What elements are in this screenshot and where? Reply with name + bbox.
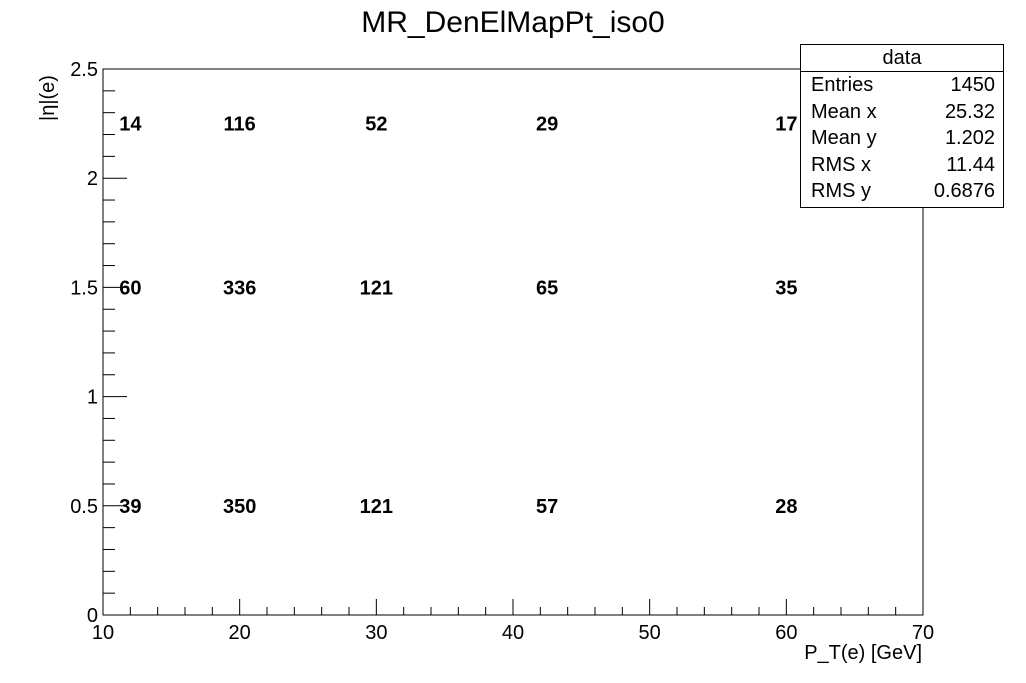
stats-row-mean-y: Mean y 1.202 xyxy=(801,125,1003,152)
y-axis-label: |η|(e) xyxy=(37,75,59,121)
cell-value-label: 14 xyxy=(119,114,142,136)
stats-value: 0.6876 xyxy=(933,180,995,202)
x-axis-label: P_T(e) [GeV] xyxy=(804,642,922,664)
cell-value-label: 60 xyxy=(119,277,141,299)
x-tick-label: 30 xyxy=(365,622,387,644)
y-tick-label: 0.5 xyxy=(70,496,98,518)
stats-label: RMS x xyxy=(811,153,871,176)
cell-value-label: 121 xyxy=(360,496,393,518)
y-axis: 0 0.5 1 1.5 2 2.5 xyxy=(70,59,127,627)
x-tick-label: 20 xyxy=(229,622,251,644)
stats-label: RMS y xyxy=(811,180,871,202)
x-tick-label: 60 xyxy=(775,622,797,644)
stats-value: 11.44 xyxy=(946,153,995,176)
cell-value-label: 116 xyxy=(224,114,256,136)
cell-value-label: 57 xyxy=(536,496,558,518)
cell-value-label: 336 xyxy=(223,277,256,299)
cell-labels: 39 350 121 57 28 60 336 121 65 35 14 116 52 29 17 xyxy=(119,114,797,518)
cell-value-label: 29 xyxy=(536,114,558,136)
chart-title: MR_DenElMapPt_iso0 xyxy=(361,6,665,39)
stats-row-rms-x: RMS x 11.44 xyxy=(801,152,1003,179)
stats-row-rms-y: RMS y 0.6876 xyxy=(801,178,1003,205)
y-tick-label: 1 xyxy=(87,387,98,409)
cell-value-label: 28 xyxy=(775,496,797,518)
x-tick-label: 10 xyxy=(92,622,114,644)
cell-value-label: 65 xyxy=(536,277,558,299)
cell-value-label: 121 xyxy=(360,277,393,299)
cell-value-label: 350 xyxy=(223,496,256,518)
x-tick-label: 40 xyxy=(502,622,524,644)
stats-row-mean-x: Mean x 25.32 xyxy=(801,99,1003,126)
stats-row-entries: Entries 1450 xyxy=(801,72,1003,99)
y-tick-label: 2.5 xyxy=(70,59,98,81)
y-tick-label: 2 xyxy=(87,168,98,190)
y-tick-label: 1.5 xyxy=(70,277,98,299)
x-axis: 10 20 30 40 50 60 70 xyxy=(92,599,934,644)
x-tick-label: 70 xyxy=(912,622,934,644)
stats-box-title: data xyxy=(801,45,1003,72)
cell-value-label: 39 xyxy=(119,496,141,518)
stats-value: 1450 xyxy=(950,74,996,96)
stats-box: data Entries 1450 Mean x 25.32 Mean y 1.… xyxy=(800,44,1004,208)
x-tick-label: 50 xyxy=(639,622,661,644)
stats-label: Mean y xyxy=(811,127,877,149)
stats-value: 1.202 xyxy=(944,127,995,149)
cell-value-label: 35 xyxy=(775,277,797,299)
stats-value: 25.32 xyxy=(944,100,995,123)
cell-value-label: 17 xyxy=(775,114,797,136)
stats-label: Entries xyxy=(811,74,874,96)
stats-label: Mean x xyxy=(811,100,877,123)
cell-value-label: 52 xyxy=(365,114,387,136)
y-tick-label: 0 xyxy=(87,605,98,627)
